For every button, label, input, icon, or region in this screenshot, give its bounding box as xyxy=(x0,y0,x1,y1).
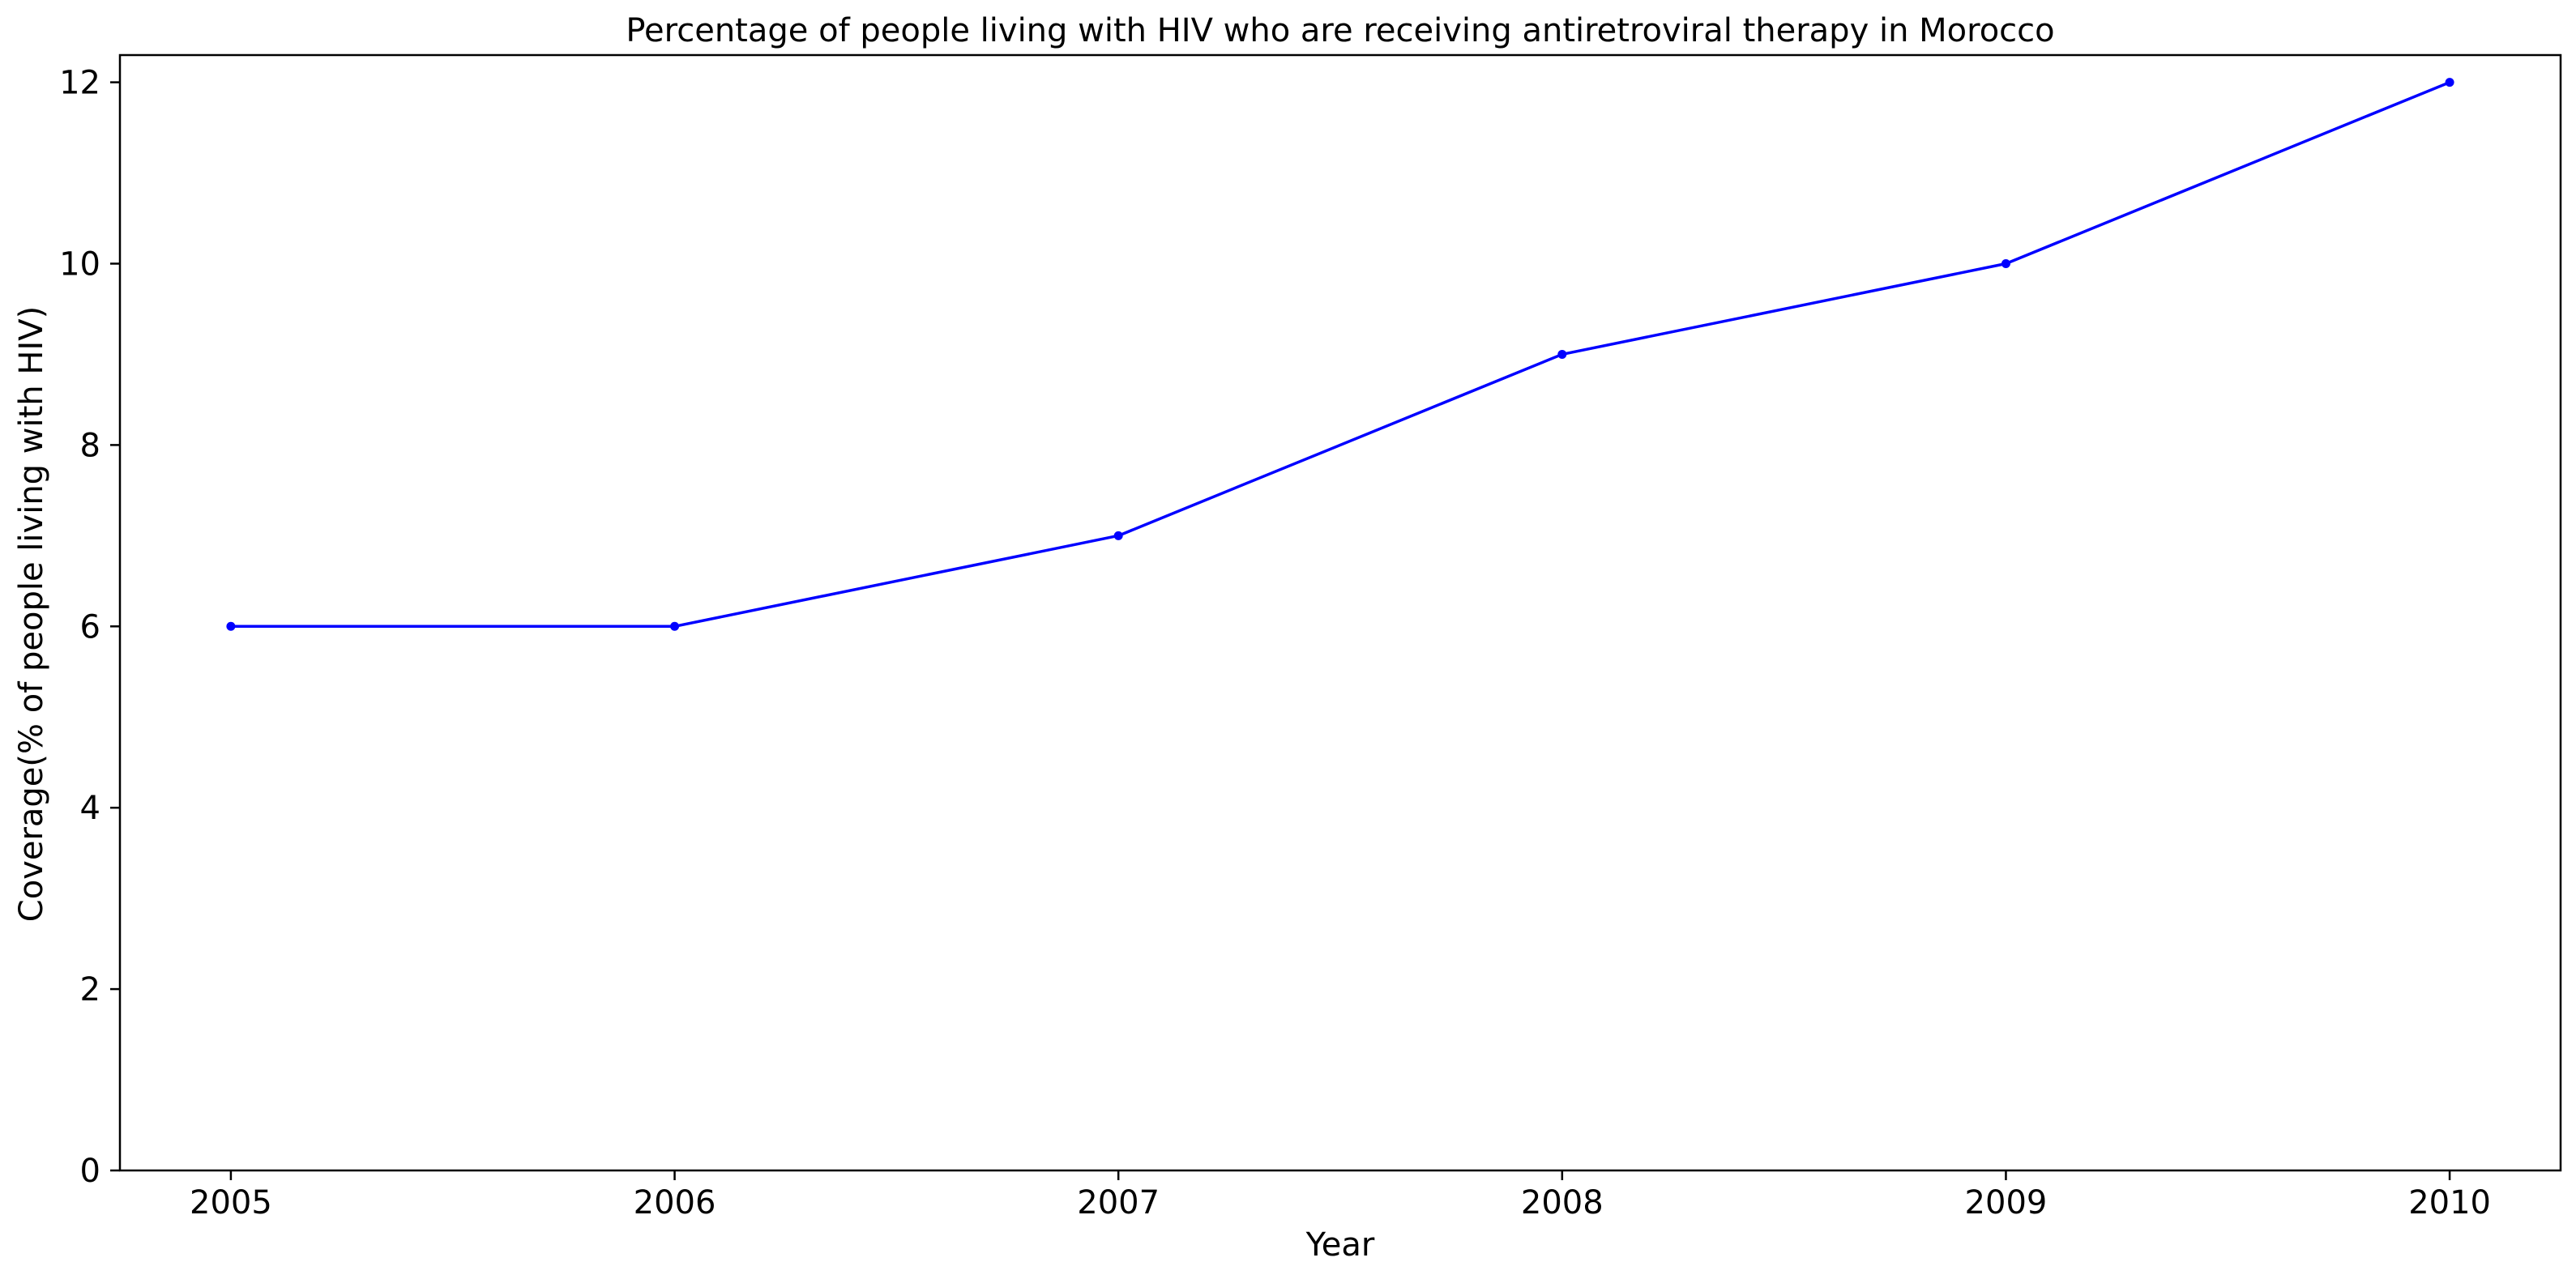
y-tick-label: 2 xyxy=(80,971,100,1008)
y-tick-label: 12 xyxy=(59,65,100,102)
x-tick-label: 2007 xyxy=(1077,1184,1160,1221)
x-tick-label: 2010 xyxy=(2408,1184,2491,1221)
x-axis: 2005 2006 2007 2008 2009 2010 xyxy=(190,1170,2491,1221)
x-tick-label: 2006 xyxy=(634,1184,716,1221)
series-line xyxy=(230,80,2450,629)
y-axis-label: Coverage(% of people living with HIV) xyxy=(13,306,50,922)
x-tick-label: 2005 xyxy=(190,1184,272,1221)
data-point xyxy=(226,621,236,631)
data-point xyxy=(1113,531,1123,540)
x-tick-label: 2008 xyxy=(1521,1184,1604,1221)
x-axis-label: Year xyxy=(1305,1226,1375,1264)
plot-area xyxy=(118,53,2562,1172)
data-point xyxy=(2001,258,2010,268)
y-tick-label: 6 xyxy=(80,608,100,646)
y-tick-label: 8 xyxy=(80,427,100,464)
y-tick-label: 0 xyxy=(80,1153,100,1190)
series-layer xyxy=(226,78,2454,631)
data-point xyxy=(670,621,680,631)
data-point xyxy=(1557,349,1567,359)
y-tick-label: 4 xyxy=(80,790,100,827)
data-point xyxy=(2445,78,2454,87)
chart-title: Percentage of people living with HIV who… xyxy=(626,12,2054,49)
x-tick-label: 2009 xyxy=(1965,1184,2048,1221)
plot-frame xyxy=(118,53,2562,1172)
y-tick-label: 10 xyxy=(59,245,100,283)
y-axis: 0 2 4 6 8 10 12 xyxy=(59,65,120,1190)
